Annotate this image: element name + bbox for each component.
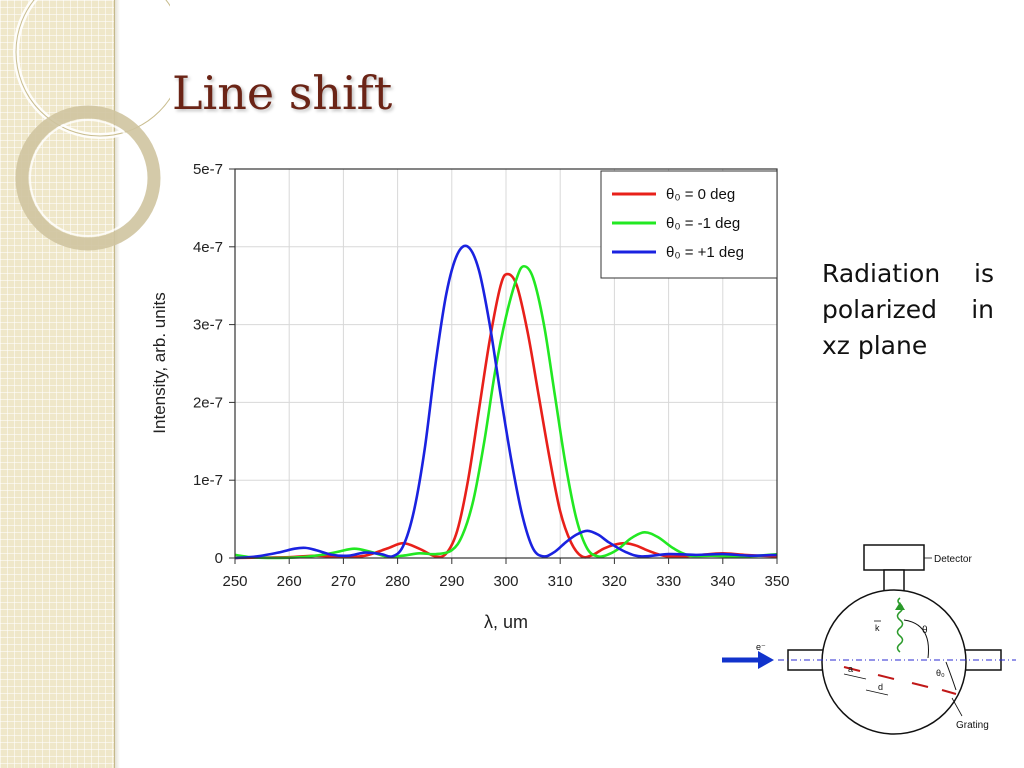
theta-label: θ	[922, 625, 928, 636]
electron-arrow-head	[758, 651, 774, 669]
y-tick-label: 5e-7	[193, 161, 223, 178]
x-axis-label: λ, um	[484, 612, 528, 632]
axis-ticks: 250 260 270 280 290 300 310 320 330 340 350 0 1e-7 2e…	[193, 161, 790, 590]
body-line-2: polarized in	[822, 292, 994, 328]
period-a-label: a	[848, 664, 853, 674]
legend-label-0: θ₀ = 0 deg	[666, 186, 735, 203]
detector-label: Detector	[934, 554, 972, 565]
series-lines	[234, 244, 778, 560]
x-tick-label: 340	[710, 573, 735, 590]
y-tick-label: 0	[215, 550, 223, 567]
series-line-1	[234, 264, 778, 560]
grating-strip-1	[843, 666, 861, 672]
y-axis-label: Intensity, arb. units	[150, 292, 169, 433]
x-tick-label: 300	[493, 573, 518, 590]
x-tick-label: 310	[548, 573, 573, 590]
x-tick-label: 350	[764, 573, 789, 590]
experimental-setup-diagram: e⁻ k θ a d θ₀ Grating Detector	[722, 544, 1016, 735]
word-is: is	[974, 259, 994, 288]
slide-title: Line shift	[172, 66, 393, 120]
grating-strip-2	[877, 674, 895, 680]
x-tick-label: 290	[439, 573, 464, 590]
period-d-bracket	[865, 689, 889, 696]
y-tick-label: 2e-7	[193, 394, 223, 411]
electron-label: e⁻	[756, 642, 766, 652]
deco-ring-top-edge	[15, 0, 170, 137]
grating-strip-4	[941, 689, 957, 695]
word-radiation: Radiation	[822, 259, 941, 288]
x-tick-label: 260	[277, 573, 302, 590]
grating-strips	[843, 666, 957, 695]
grating-strip-3	[911, 682, 929, 688]
word-in: in	[971, 295, 994, 324]
y-tick-label: 1e-7	[193, 472, 223, 489]
body-text: Radiation is polarized in xz plane	[822, 256, 994, 364]
wave-arrow-head	[895, 602, 905, 610]
body-line-1: Radiation is	[822, 256, 994, 292]
period-d-label: d	[878, 682, 883, 692]
period-a-bracket	[843, 673, 867, 680]
legend-label-2: θ₀ = +1 deg	[666, 244, 744, 261]
legend: θ₀ = 0 deg θ₀ = -1 deg θ₀ = +1 deg	[600, 170, 778, 279]
theta-angle-arc	[903, 619, 929, 659]
grating-label: Grating	[956, 720, 989, 731]
k-vector-label: k	[875, 623, 880, 633]
line-chart: 250 260 270 280 290 300 310 320 330 340 350 0 1e-7 2e…	[150, 161, 790, 632]
x-tick-label: 280	[385, 573, 410, 590]
theta0-angle-arc	[945, 661, 957, 691]
x-tick-label: 250	[222, 573, 247, 590]
y-tick-label: 3e-7	[193, 317, 223, 334]
x-tick-label: 320	[602, 573, 627, 590]
grating-leader	[951, 697, 963, 717]
body-line-3: xz plane	[822, 331, 928, 360]
vacuum-chamber	[821, 589, 967, 735]
legend-label-1: θ₀ = -1 deg	[666, 215, 740, 232]
deco-ring-mid-inner	[29, 119, 147, 237]
x-tick-label: 330	[656, 573, 681, 590]
deco-ring-mid	[15, 105, 161, 251]
y-tick-label: 4e-7	[193, 239, 223, 256]
decorative-rings	[13, 0, 170, 251]
theta0-label: θ₀	[936, 668, 945, 678]
series-line-2	[234, 244, 778, 560]
x-tick-label: 270	[331, 573, 356, 590]
detector-box	[863, 544, 925, 571]
stripe-shadow	[114, 0, 120, 768]
word-polarized: polarized	[822, 295, 938, 324]
